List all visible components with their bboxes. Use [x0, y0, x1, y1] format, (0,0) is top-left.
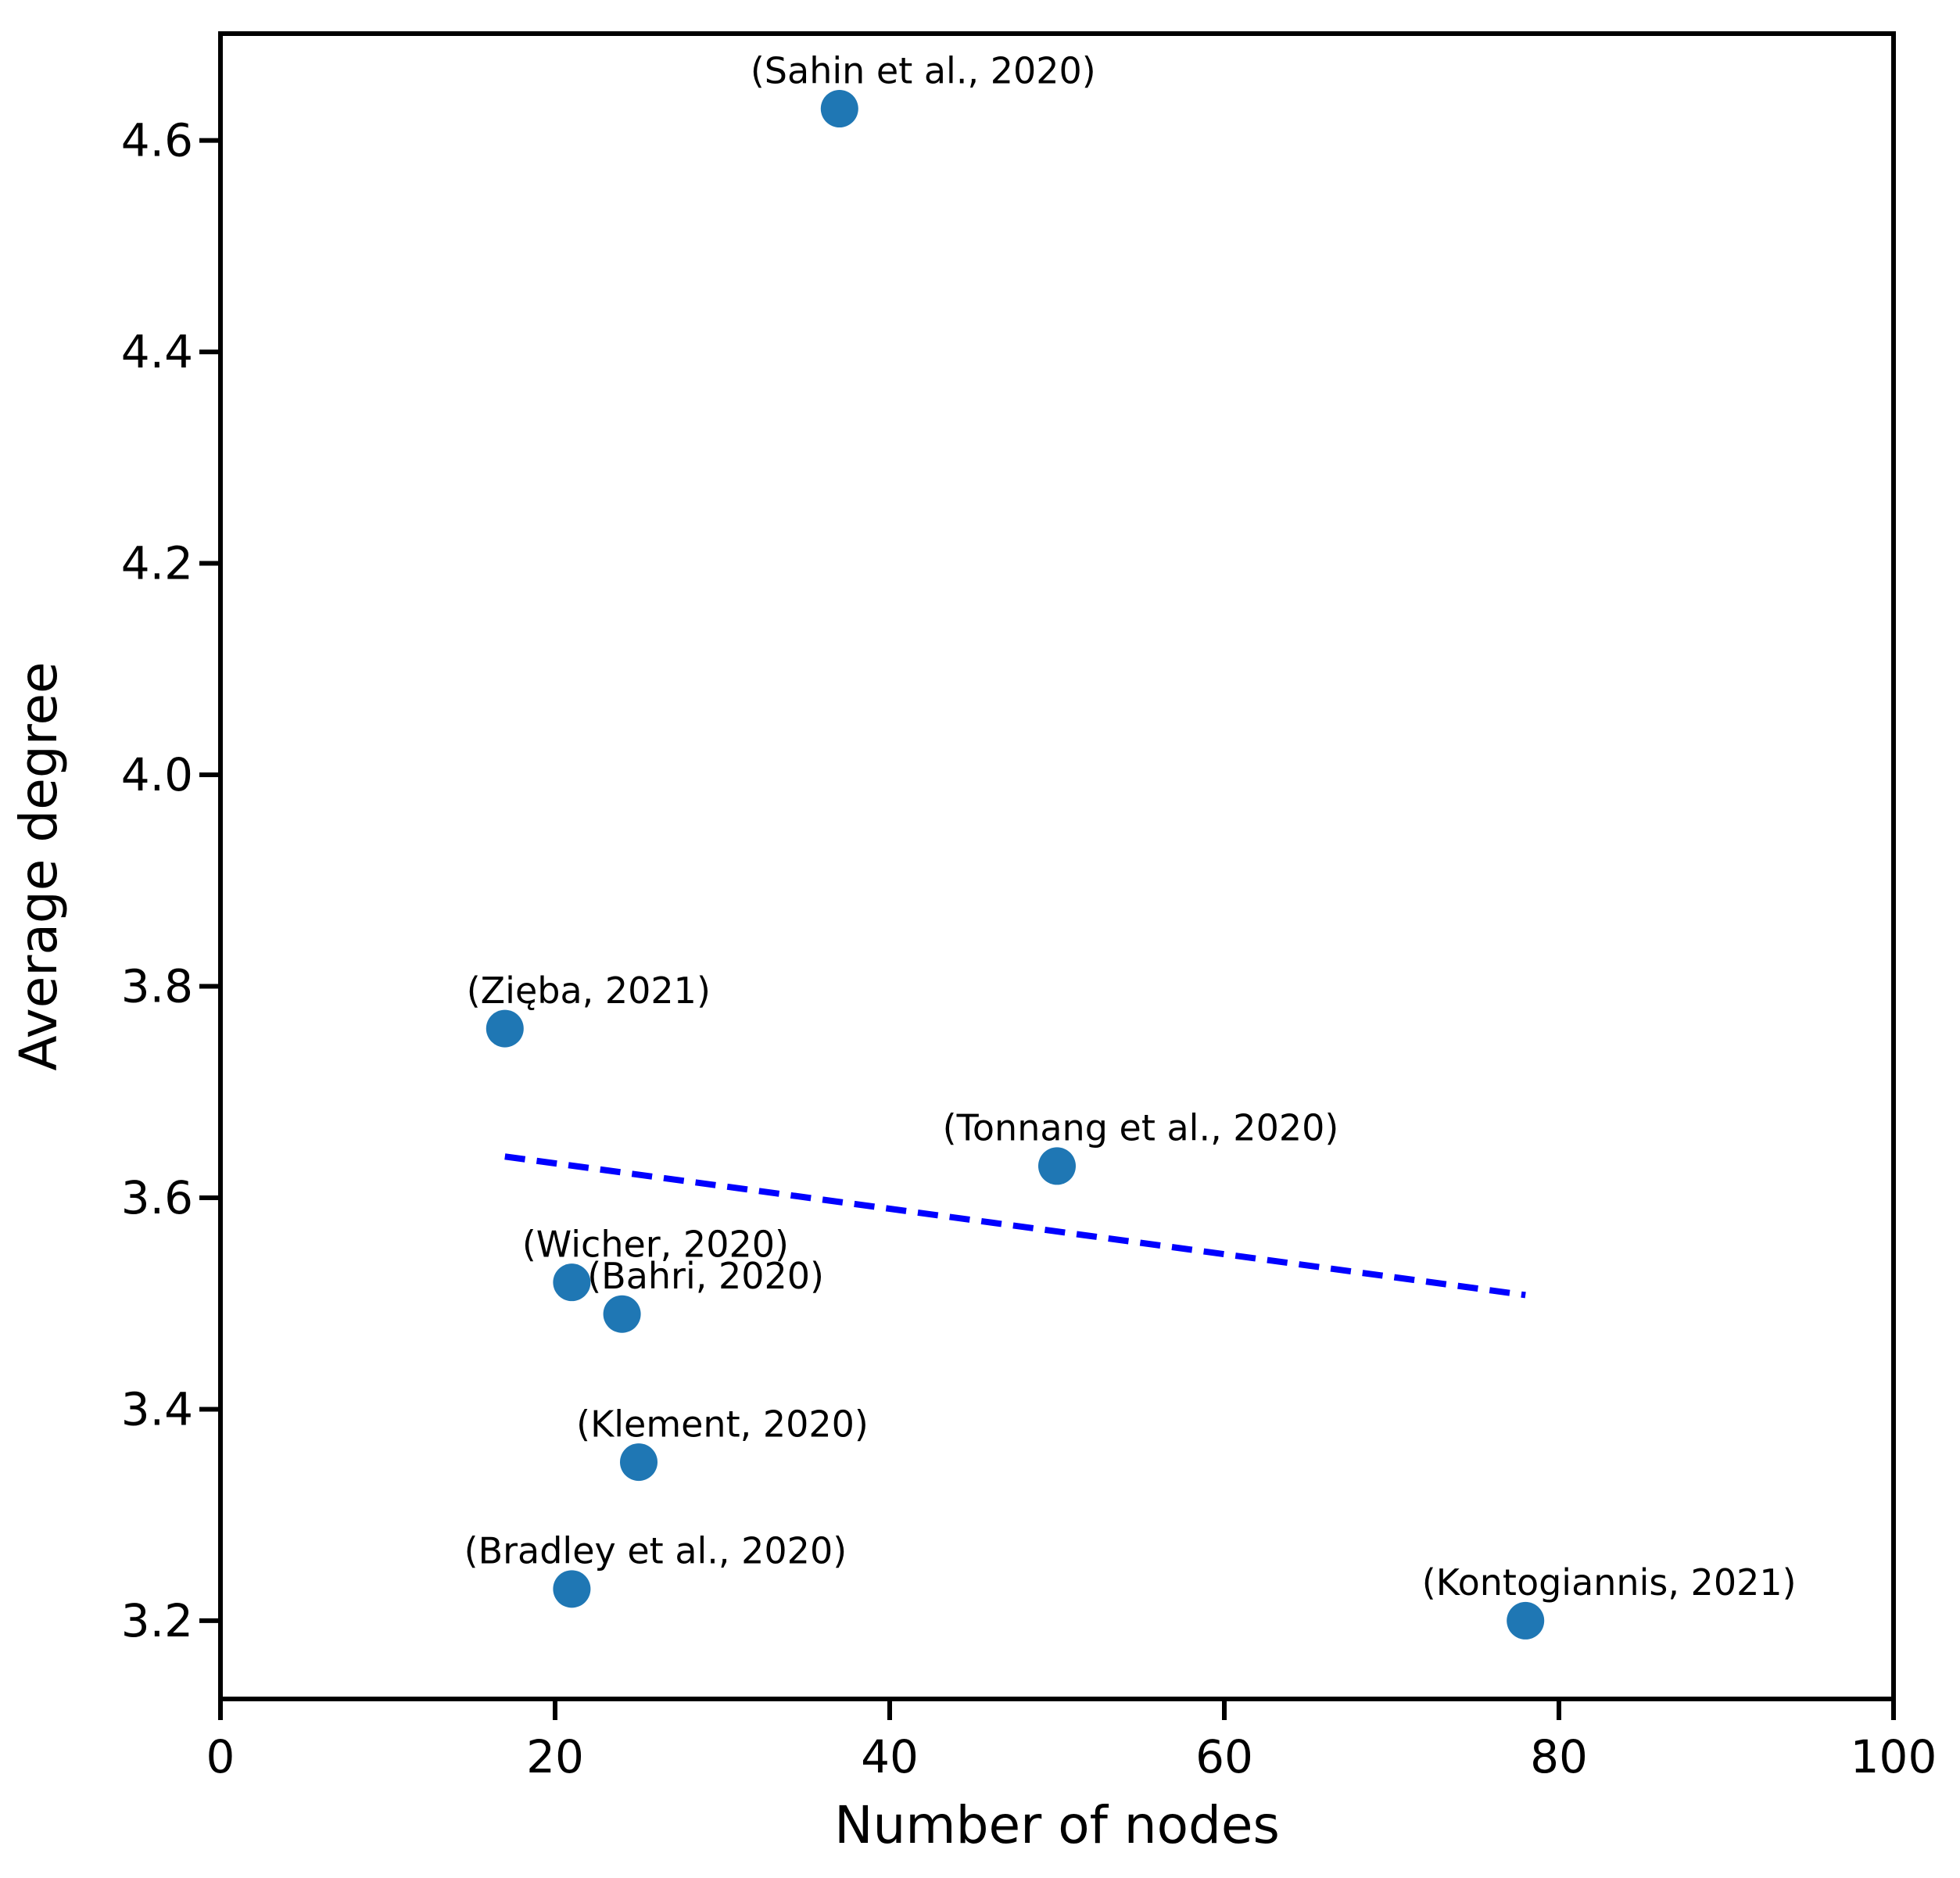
data-point-label: (Klement, 2020) [576, 1403, 869, 1445]
y-tick-label: 3.4 [121, 1382, 193, 1435]
data-point-marker [553, 1263, 591, 1302]
data-point-label: (Wicher, 2020) [522, 1223, 789, 1265]
data-point-marker [603, 1295, 641, 1333]
y-tick-label: 4.6 [121, 114, 193, 167]
y-tick-label: 4.2 [121, 537, 193, 590]
x-tick-label: 60 [1195, 1730, 1253, 1783]
plot-border [218, 31, 1896, 1701]
y-tick-label: 3.6 [121, 1171, 193, 1224]
data-point-label: (Tonnang et al., 2020) [943, 1107, 1339, 1149]
data-point-marker [553, 1570, 591, 1608]
x-axis-title: Number of nodes [834, 1795, 1280, 1855]
data-point-label: (Zięba, 2021) [467, 969, 711, 1012]
x-tick-label: 0 [206, 1730, 235, 1783]
y-tick-label: 4.0 [121, 748, 193, 801]
data-point-marker [486, 1009, 524, 1048]
data-point-marker [1507, 1601, 1545, 1640]
data-point-marker [820, 90, 858, 128]
y-axis-title: Average degree [9, 661, 69, 1070]
x-tick-label: 100 [1851, 1730, 1937, 1783]
data-point-label: (Bradley et al., 2020) [464, 1530, 847, 1572]
data-point-label: (Kontogiannis, 2021) [1422, 1561, 1797, 1604]
x-tick-label: 80 [1530, 1730, 1588, 1783]
y-tick-label: 3.8 [121, 959, 193, 1012]
x-tick-label: 20 [526, 1730, 584, 1783]
x-tick-label: 40 [861, 1730, 919, 1783]
y-tick-label: 4.4 [121, 325, 193, 378]
data-point-marker [620, 1443, 658, 1482]
y-tick-label: 3.2 [121, 1594, 193, 1647]
data-point-marker [1038, 1147, 1076, 1185]
data-point-label: (Bahri, 2020) [587, 1255, 824, 1297]
data-point-label: (Sahin et al., 2020) [751, 49, 1096, 91]
trend-line [504, 1153, 1526, 1299]
